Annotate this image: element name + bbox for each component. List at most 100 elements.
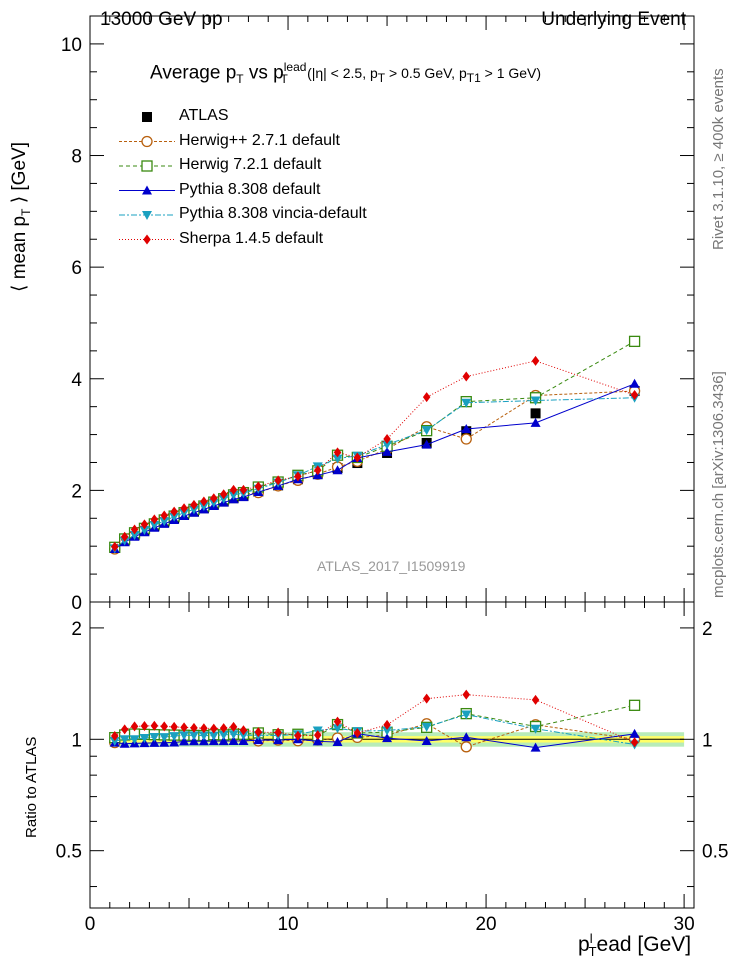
- legend-marker-herwigpp: [141, 135, 153, 148]
- ratio-point-vincia: [139, 734, 150, 744]
- ratio-point-sherpa: [254, 727, 263, 738]
- ratio-point-sherpa: [294, 730, 302, 741]
- point-pythia: [332, 465, 343, 475]
- ratio-point-pythia: [169, 737, 180, 747]
- title-part-a-sub: T: [236, 72, 244, 87]
- y-label-top-text: ⟨ mean p: [9, 215, 30, 292]
- point-vincia: [169, 512, 180, 522]
- point-vincia: [421, 426, 432, 436]
- ratio-point-pythia: [629, 728, 640, 738]
- x-tick-label: 30: [674, 914, 695, 935]
- y-tick-label: 6: [71, 258, 82, 279]
- legend-label-atlas: ATLAS: [179, 107, 229, 124]
- ratio-point-sherpa: [160, 721, 169, 732]
- ratio-point-sherpa: [150, 720, 159, 731]
- ratio-point-sherpa: [111, 731, 119, 742]
- ratio-point-pythia: [382, 733, 393, 743]
- title-part-b: vs p: [243, 62, 284, 84]
- point-sherpa: [190, 499, 198, 510]
- ratio-point-herwigpp: [460, 741, 472, 753]
- ratio-point-sherpa: [120, 724, 129, 735]
- point-sherpa: [531, 355, 540, 366]
- point-sherpa: [239, 484, 248, 495]
- x-tick-label: 0: [85, 914, 96, 935]
- ratio-point-pythia: [238, 736, 249, 746]
- point-vincia: [332, 454, 343, 464]
- ratio-point-sherpa: [630, 737, 639, 748]
- x-tick-label: 10: [277, 914, 298, 935]
- point-sherpa: [111, 541, 119, 552]
- point-atlas: [530, 408, 541, 419]
- ratio-tick-label-left: 1: [71, 730, 82, 751]
- ratio-point-sherpa: [353, 727, 362, 738]
- ratio-point-sherpa: [180, 722, 188, 733]
- ratio-point-vincia: [530, 724, 541, 734]
- point-sherpa: [180, 503, 188, 514]
- y-label-top-sub: T: [18, 208, 33, 216]
- ratio-point-sherpa: [140, 721, 149, 732]
- ratio-point-pythia: [179, 736, 190, 746]
- ratio-point-sherpa: [170, 721, 178, 732]
- ratio-point-pythia: [218, 736, 229, 746]
- ratio-point-pythia: [461, 732, 472, 742]
- ratio-point-sherpa: [239, 725, 248, 736]
- ratio-point-vincia: [238, 731, 249, 741]
- ratio-point-vincia: [188, 731, 199, 741]
- ratio-point-vincia: [228, 730, 239, 740]
- ratio-point-pythia: [530, 742, 541, 752]
- ratio-point-sherpa: [333, 716, 342, 727]
- title-part-b-sub: T: [280, 72, 288, 87]
- ratio-point-vincia: [149, 732, 160, 742]
- point-sherpa: [462, 371, 471, 382]
- point-sherpa: [422, 392, 431, 403]
- ratio-point-sherpa: [190, 722, 198, 733]
- title-part-d: > 0.5 GeV, p: [385, 65, 467, 82]
- ratio-point-vincia: [169, 732, 180, 742]
- ratio-point-herwig7: [628, 699, 641, 711]
- rivet-version-label: Rivet 3.1.10, ≥ 400k events: [710, 68, 727, 250]
- ratio-point-sherpa: [130, 721, 139, 732]
- x-label-sub: T: [588, 944, 597, 960]
- analysis-watermark: ATLAS_2017_I1509919: [317, 558, 466, 574]
- ratio-tick-label-right: 2: [702, 619, 713, 640]
- ratio-point-vincia: [109, 736, 120, 746]
- ratio-point-pythia: [228, 736, 239, 746]
- point-pythia: [421, 439, 432, 449]
- source-label: mcplots.cern.ch [arXiv:1306.3436]: [710, 371, 727, 598]
- ratio-point-vincia: [332, 724, 343, 734]
- title-part-e: > 1 GeV): [480, 65, 542, 82]
- y-axis-label-ratio: Ratio to ATLAS: [23, 736, 40, 838]
- title-part-b-sup: lead: [283, 60, 307, 74]
- ratio-point-pythia: [149, 737, 160, 747]
- legend-marker-sherpa: [143, 234, 151, 245]
- ratio-point-sherpa: [210, 723, 218, 734]
- header-process: Underlying Event: [541, 9, 686, 30]
- ratio-point-pythia: [332, 737, 343, 747]
- ratio-tick-label-right: 0.5: [702, 842, 728, 863]
- point-sherpa: [150, 514, 159, 525]
- point-sherpa: [254, 481, 263, 492]
- title-part-a: Average p: [150, 62, 237, 84]
- title-part-c-sub: T: [377, 71, 386, 86]
- point-sherpa: [219, 489, 228, 500]
- line-vincia: [114, 397, 635, 549]
- ratio-tick-label-left: 0.5: [56, 842, 82, 863]
- point-vincia: [159, 517, 170, 527]
- ratio-point-vincia: [461, 710, 472, 720]
- point-sherpa: [229, 484, 238, 495]
- ratio-tick-label-left: 2: [71, 619, 82, 640]
- ratio-point-vincia: [218, 730, 229, 740]
- y-tick-label: 2: [71, 481, 82, 502]
- line-pythia: [114, 383, 635, 550]
- x-label-rest: ead [GeV]: [596, 933, 692, 956]
- point-herwigpp: [460, 433, 472, 445]
- point-sherpa: [353, 452, 362, 463]
- series-herwig7: [109, 335, 641, 744]
- point-sherpa: [170, 506, 178, 517]
- ratio-point-pythia: [421, 736, 432, 746]
- legend-label-pythia: Pythia 8.308 default: [179, 180, 321, 198]
- ratio-tick-label-right: 1: [702, 730, 713, 751]
- point-pythia: [461, 423, 472, 433]
- ratio-point-sherpa: [229, 721, 238, 732]
